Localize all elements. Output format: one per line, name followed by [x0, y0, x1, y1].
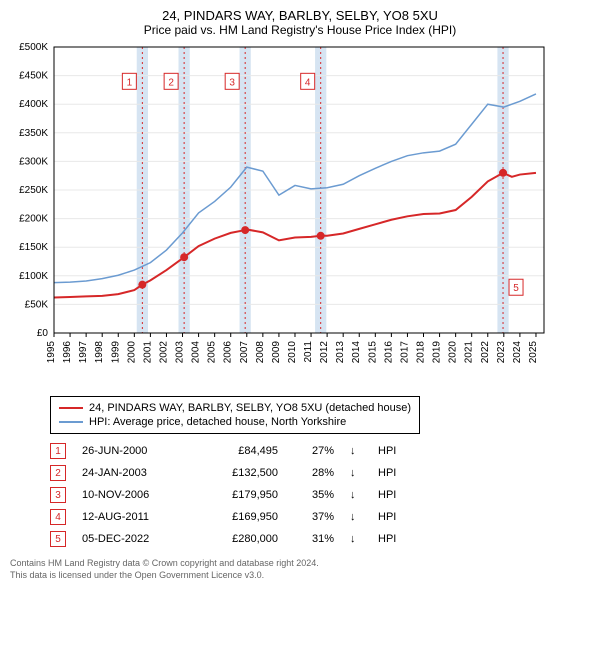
transaction-pct: 28%	[294, 467, 334, 479]
legend: 24, PINDARS WAY, BARLBY, SELBY, YO8 5XU …	[50, 396, 420, 434]
svg-text:£300K: £300K	[19, 156, 48, 167]
transaction-price: £280,000	[198, 533, 278, 545]
footnote: Contains HM Land Registry data © Crown c…	[10, 558, 590, 581]
down-arrow-icon: ↓	[350, 467, 362, 479]
footnote-line: This data is licensed under the Open Gov…	[10, 570, 590, 582]
svg-text:£100K: £100K	[19, 271, 48, 282]
svg-text:2009: 2009	[271, 341, 282, 364]
transaction-marker: 3	[50, 487, 66, 503]
down-arrow-icon: ↓	[350, 489, 362, 501]
footnote-line: Contains HM Land Registry data © Crown c…	[10, 558, 590, 570]
svg-text:1996: 1996	[62, 341, 73, 364]
svg-text:2013: 2013	[335, 341, 346, 364]
transaction-price: £132,500	[198, 467, 278, 479]
svg-text:2012: 2012	[319, 341, 330, 364]
transaction-price: £179,950	[198, 489, 278, 501]
transaction-price: £84,495	[198, 445, 278, 457]
svg-text:£450K: £450K	[19, 71, 48, 82]
transaction-price: £169,950	[198, 511, 278, 523]
svg-text:£200K: £200K	[19, 214, 48, 225]
hpi-label: HPI	[378, 533, 408, 545]
svg-text:2016: 2016	[383, 341, 394, 364]
transaction-marker: 1	[50, 443, 66, 459]
hpi-label: HPI	[378, 467, 408, 479]
svg-text:2022: 2022	[480, 341, 491, 364]
svg-text:2001: 2001	[142, 341, 153, 364]
svg-text:2005: 2005	[207, 341, 218, 364]
svg-text:2007: 2007	[239, 341, 250, 364]
transaction-marker: 4	[50, 509, 66, 525]
svg-text:2019: 2019	[432, 341, 443, 364]
table-row: 3 10-NOV-2006 £179,950 35% ↓ HPI	[50, 484, 590, 506]
svg-text:1999: 1999	[110, 341, 121, 364]
svg-text:2015: 2015	[367, 341, 378, 364]
table-row: 2 24-JAN-2003 £132,500 28% ↓ HPI	[50, 462, 590, 484]
svg-text:£350K: £350K	[19, 128, 48, 139]
table-row: 4 12-AUG-2011 £169,950 37% ↓ HPI	[50, 506, 590, 528]
svg-text:2002: 2002	[158, 341, 169, 364]
svg-text:2: 2	[168, 77, 174, 88]
svg-text:2018: 2018	[416, 341, 427, 364]
svg-text:2017: 2017	[399, 341, 410, 364]
svg-text:£0: £0	[37, 328, 49, 339]
svg-text:£400K: £400K	[19, 99, 48, 110]
svg-text:1995: 1995	[46, 341, 57, 364]
svg-text:3: 3	[229, 77, 235, 88]
transaction-pct: 27%	[294, 445, 334, 457]
down-arrow-icon: ↓	[350, 445, 362, 457]
legend-label: HPI: Average price, detached house, Nort…	[89, 416, 346, 428]
transaction-date: 05-DEC-2022	[82, 533, 182, 545]
legend-item: HPI: Average price, detached house, Nort…	[59, 415, 411, 429]
svg-text:2021: 2021	[464, 341, 475, 364]
legend-item: 24, PINDARS WAY, BARLBY, SELBY, YO8 5XU …	[59, 401, 411, 415]
chart-subtitle: Price paid vs. HM Land Registry's House …	[10, 23, 590, 37]
price-chart: £0 £50K £100K £150K £200K £250K £300K £350K £400…	[10, 43, 590, 388]
transaction-date: 24-JAN-2003	[82, 467, 182, 479]
transaction-pct: 31%	[294, 533, 334, 545]
svg-text:2006: 2006	[223, 341, 234, 364]
chart-title: 24, PINDARS WAY, BARLBY, SELBY, YO8 5XU	[10, 8, 590, 23]
transaction-pct: 37%	[294, 511, 334, 523]
svg-text:2004: 2004	[191, 341, 202, 364]
down-arrow-icon: ↓	[350, 511, 362, 523]
svg-text:2011: 2011	[303, 341, 314, 363]
transaction-date: 26-JUN-2000	[82, 445, 182, 457]
svg-text:1: 1	[127, 77, 133, 88]
svg-text:£250K: £250K	[19, 185, 48, 196]
svg-text:2025: 2025	[528, 341, 539, 364]
down-arrow-icon: ↓	[350, 533, 362, 545]
svg-text:2003: 2003	[175, 341, 186, 364]
table-row: 1 26-JUN-2000 £84,495 27% ↓ HPI	[50, 440, 590, 462]
svg-text:£500K: £500K	[19, 43, 48, 53]
transaction-date: 12-AUG-2011	[82, 511, 182, 523]
hpi-label: HPI	[378, 511, 408, 523]
hpi-label: HPI	[378, 489, 408, 501]
transactions-table: 1 26-JUN-2000 £84,495 27% ↓ HPI 2 24-JAN-2003 £1…	[50, 440, 590, 550]
legend-swatch	[59, 421, 83, 423]
svg-text:2008: 2008	[255, 341, 266, 364]
svg-text:2010: 2010	[287, 341, 298, 364]
svg-text:4: 4	[305, 77, 311, 88]
svg-text:2000: 2000	[126, 341, 137, 364]
legend-swatch	[59, 407, 83, 409]
svg-text:2024: 2024	[512, 341, 523, 364]
table-row: 5 05-DEC-2022 £280,000 31% ↓ HPI	[50, 528, 590, 550]
hpi-label: HPI	[378, 445, 408, 457]
svg-text:2020: 2020	[448, 341, 459, 364]
svg-text:£150K: £150K	[19, 242, 48, 253]
transaction-pct: 35%	[294, 489, 334, 501]
legend-label: 24, PINDARS WAY, BARLBY, SELBY, YO8 5XU …	[89, 402, 411, 414]
transaction-date: 10-NOV-2006	[82, 489, 182, 501]
svg-text:2023: 2023	[496, 341, 507, 364]
svg-text:5: 5	[513, 283, 519, 294]
svg-text:£50K: £50K	[25, 299, 49, 310]
svg-text:1997: 1997	[78, 341, 89, 364]
transaction-marker: 5	[50, 531, 66, 547]
svg-text:1998: 1998	[94, 341, 105, 364]
transaction-marker: 2	[50, 465, 66, 481]
svg-text:2014: 2014	[351, 341, 362, 364]
